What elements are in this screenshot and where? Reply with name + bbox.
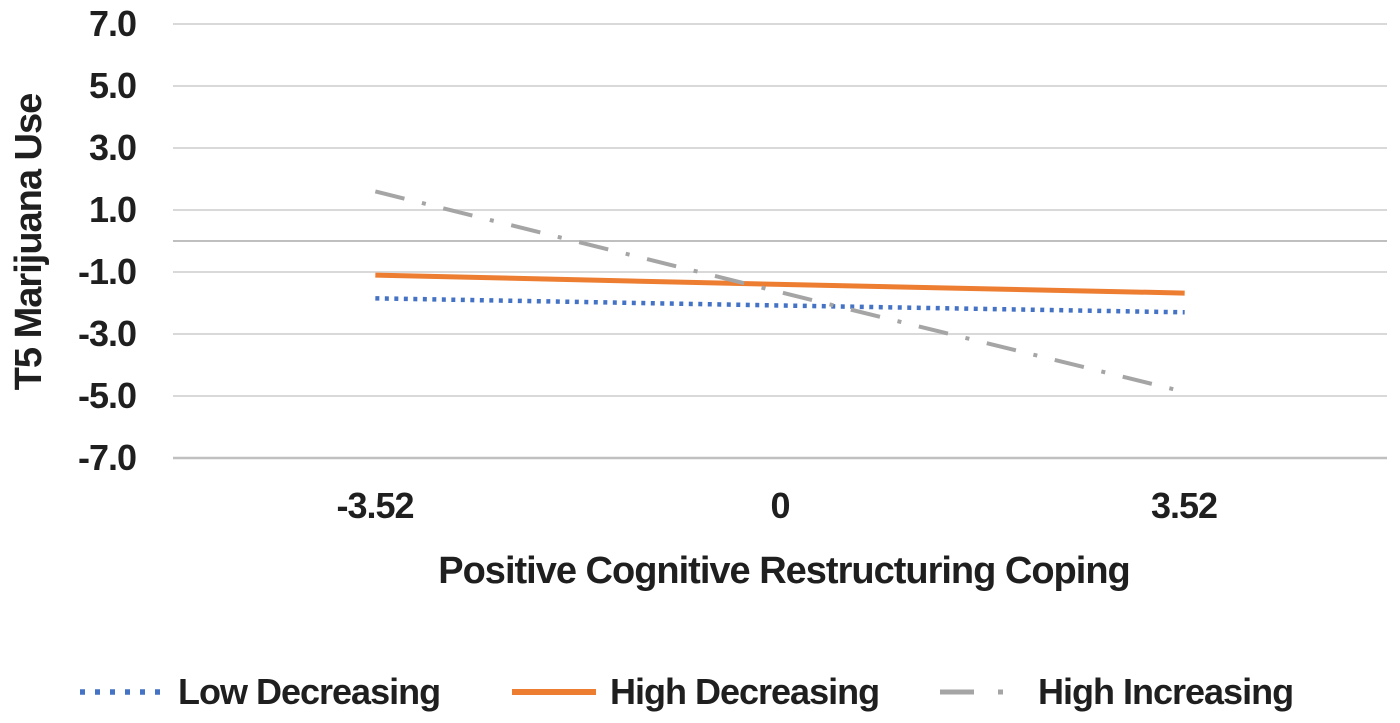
legend-dashdot-line-icon (940, 689, 1024, 695)
legend-dotted-line-icon (80, 689, 164, 695)
legend-item-high-increasing: High Increasing (938, 671, 1294, 712)
y-tick-label: -7.0 (77, 437, 137, 478)
legend-item-low-decreasing: Low Decreasing (78, 671, 441, 712)
legend-label-high-decreasing: High Decreasing (610, 671, 880, 712)
y-tick-label: -5.0 (77, 375, 137, 416)
y-tick-label: 5.0 (88, 65, 137, 106)
legend-solid-line-icon (512, 689, 596, 695)
y-tick-label: 7.0 (88, 3, 137, 44)
legend-label-low-decreasing: Low Decreasing (178, 671, 441, 712)
series-line-low-decreasing (375, 296, 1185, 315)
y-tick-label: -3.0 (77, 313, 137, 354)
x-axis-title: Positive Cognitive Restructuring Coping (438, 550, 1131, 592)
y-tick-label: 3.0 (88, 127, 137, 168)
legend-item-high-decreasing: High Decreasing (510, 671, 880, 712)
series-line-high-decreasing (375, 272, 1185, 296)
y-tick-label: -1.0 (77, 251, 137, 292)
legend-label-high-increasing: High Increasing (1038, 671, 1294, 712)
y-tick-label: 1.0 (88, 189, 137, 230)
x-tick-label: -3.52 (336, 485, 414, 526)
x-tick-label: 0 (770, 485, 790, 526)
x-tick-label: 3.52 (1150, 485, 1218, 526)
